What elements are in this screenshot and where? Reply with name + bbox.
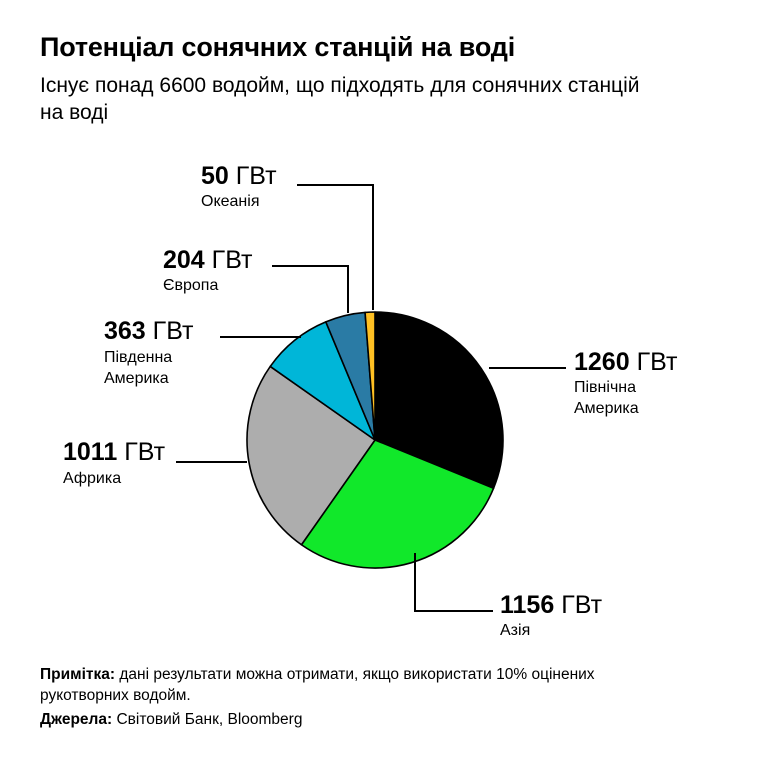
slice-name-label-5: Океанія xyxy=(201,193,259,210)
source-text: Світовий Банк, Bloomberg xyxy=(112,711,303,728)
leader-lines xyxy=(176,184,566,612)
pie-slice-1 xyxy=(300,439,495,569)
slice-name-label-3-line-1: Америка xyxy=(104,370,169,387)
pie-slice-0 xyxy=(374,311,504,490)
slice-name-label-1: Азія xyxy=(500,622,530,639)
slice-value-unit-5: ГВт xyxy=(229,162,277,190)
pie-slice-2 xyxy=(246,365,376,546)
pie-slice-5 xyxy=(364,311,376,441)
slice-value-number-3: 363 xyxy=(104,317,146,345)
slice-name-label-3-line-0: Південна xyxy=(104,349,172,366)
note-label: Примітка: xyxy=(40,666,116,683)
slice-value-label-3: 363 ГВт xyxy=(104,317,194,345)
slice-value-label-0: 1260 ГВт xyxy=(574,348,678,376)
slice-name-label-4: Європа xyxy=(163,277,218,294)
slice-value-number-0: 1260 xyxy=(574,348,630,376)
slice-labels: 1260 ГВт Північна Америка 1156 ГВт Азія 1011 … xyxy=(63,162,678,639)
chart-subtitle: Існує понад 6600 водойм, що підходять дл… xyxy=(40,74,640,124)
slice-value-label-2: 1011 ГВт xyxy=(63,438,166,466)
slice-value-label-4: 204 ГВт xyxy=(163,246,253,274)
chart-title: Потенціал сонячних станцій на воді xyxy=(40,32,516,62)
slice-value-label-5: 50 ГВт xyxy=(201,162,277,190)
slice-value-unit-4: ГВт xyxy=(205,246,253,274)
note-text: дані результати можна отримати, якщо вик… xyxy=(40,666,595,704)
slice-value-number-1: 1156 xyxy=(500,591,554,619)
slice-value-unit-1: ГВт xyxy=(554,591,602,619)
chart-source: Джерела: Світовий Банк, Bloomberg xyxy=(40,711,302,729)
slice-value-label-1: 1156 ГВт xyxy=(500,591,603,619)
source-label: Джерела: xyxy=(40,711,113,728)
slice-name-label-0-line-1: Америка xyxy=(574,400,639,417)
slice-value-number-4: 204 xyxy=(163,246,205,274)
pie-slices xyxy=(246,311,504,569)
leader-line-5 xyxy=(297,184,374,310)
slice-name-label-0-line-0: Північна xyxy=(574,379,636,396)
slice-value-unit-3: ГВт xyxy=(146,317,194,345)
leader-line-4 xyxy=(272,265,349,313)
slice-name-label-2: Африка xyxy=(63,470,121,487)
slice-value-number-2: 1011 xyxy=(63,438,117,466)
chart-note: Примітка: дані результати можна отримати… xyxy=(40,664,640,706)
leader-line-1 xyxy=(414,553,493,612)
slice-value-unit-0: ГВт xyxy=(630,348,678,376)
slice-value-number-5: 50 xyxy=(201,162,229,190)
slice-value-unit-2: ГВт xyxy=(117,438,165,466)
